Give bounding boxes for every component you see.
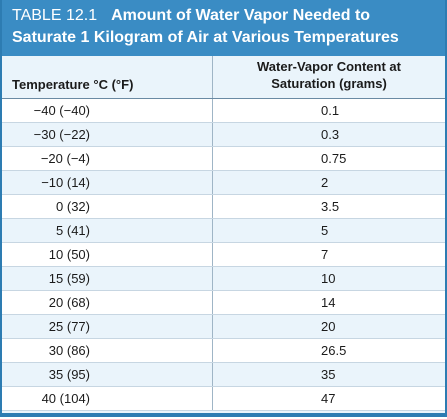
table-row: 10 (50) 7 xyxy=(2,243,445,267)
table-row: −20 (−4) 0.75 xyxy=(2,147,445,171)
content-value: 5 xyxy=(321,223,329,238)
content-value: 2 xyxy=(321,175,329,190)
content-value: 47 xyxy=(321,391,336,406)
temperature-cell: 40 (104) xyxy=(2,387,213,410)
content-value: 26.5 xyxy=(321,343,347,358)
table-row: −30 (−22) 0.3 xyxy=(2,123,445,147)
content-cell: 7 xyxy=(213,243,445,266)
temperature-cell: −20 (−4) xyxy=(2,147,213,170)
content-value: 20 xyxy=(321,319,336,334)
content-value: 0.75 xyxy=(321,151,347,166)
content-value: 10 xyxy=(321,271,336,286)
temperature-cell: 5 (41) xyxy=(2,219,213,242)
table-row: −40 (−40) 0.1 xyxy=(2,99,445,123)
title-line-1: TABLE 12.1 Amount of Water Vapor Needed t… xyxy=(12,5,445,27)
temperature-cell: 30 (86) xyxy=(2,339,213,362)
temperature-value: −30 (−22) xyxy=(33,127,90,142)
temperature-cell: 0 (32) xyxy=(2,195,213,218)
table-body: −40 (−40) 0.1 −30 (−22) 0.3 −20 (−4) 0.75 −10 … xyxy=(2,99,445,411)
temperature-value: 15 (59) xyxy=(48,271,90,286)
column-header-temperature: Temperature °C (°F) xyxy=(2,56,213,98)
table-row: 20 (68) 14 xyxy=(2,291,445,315)
temperature-cell: 25 (77) xyxy=(2,315,213,338)
content-cell: 2 xyxy=(213,171,445,194)
table-row: 0 (32) 3.5 xyxy=(2,195,445,219)
table-row: −10 (14) 2 xyxy=(2,171,445,195)
temperature-value: −40 (−40) xyxy=(33,103,90,118)
table-row: 40 (104) 47 xyxy=(2,387,445,411)
temperature-value: −10 (14) xyxy=(41,175,90,190)
content-cell: 47 xyxy=(213,387,445,410)
content-cell: 20 xyxy=(213,315,445,338)
content-cell: 35 xyxy=(213,363,445,386)
temperature-cell: −30 (−22) xyxy=(2,123,213,146)
column-header-content: Water-Vapor Content at Saturation (grams… xyxy=(213,56,445,98)
temperature-cell: 35 (95) xyxy=(2,363,213,386)
content-cell: 26.5 xyxy=(213,339,445,362)
temperature-cell: −40 (−40) xyxy=(2,99,213,122)
temperature-value: 5 (41) xyxy=(56,223,90,238)
table-title-part-1: Amount of Water Vapor Needed to xyxy=(111,7,371,24)
temperature-cell: 10 (50) xyxy=(2,243,213,266)
temperature-value: 40 (104) xyxy=(41,391,90,406)
content-cell: 0.3 xyxy=(213,123,445,146)
content-value: 0.3 xyxy=(321,127,340,142)
content-cell: 10 xyxy=(213,267,445,290)
temperature-cell: −10 (14) xyxy=(2,171,213,194)
content-value: 7 xyxy=(321,247,329,262)
content-cell: 5 xyxy=(213,219,445,242)
temperature-cell: 15 (59) xyxy=(2,267,213,290)
column-header-content-line-2: Saturation (grams) xyxy=(271,76,387,91)
table-title-part-2: Saturate 1 Kilogram of Air at Various Te… xyxy=(12,29,399,46)
column-header-content-line-1: Water-Vapor Content at xyxy=(257,59,401,74)
table-row: 5 (41) 5 xyxy=(2,219,445,243)
content-cell: 0.75 xyxy=(213,147,445,170)
temperature-value: 25 (77) xyxy=(48,319,90,334)
content-cell: 0.1 xyxy=(213,99,445,122)
table-row: 15 (59) 10 xyxy=(2,267,445,291)
column-headers: Temperature °C (°F) Water-Vapor Content … xyxy=(2,56,445,99)
content-value: 14 xyxy=(321,295,336,310)
temperature-cell: 20 (68) xyxy=(2,291,213,314)
content-cell: 14 xyxy=(213,291,445,314)
table-row: 30 (86) 26.5 xyxy=(2,339,445,363)
table-title-banner: TABLE 12.1 Amount of Water Vapor Needed t… xyxy=(2,0,445,56)
temperature-value: 10 (50) xyxy=(48,247,90,262)
table-row: 25 (77) 20 xyxy=(2,315,445,339)
temperature-value: 30 (86) xyxy=(48,343,90,358)
content-value: 3.5 xyxy=(321,199,340,214)
content-value: 0.1 xyxy=(321,103,340,118)
content-cell: 3.5 xyxy=(213,195,445,218)
content-value: 35 xyxy=(321,367,336,382)
temperature-value: 20 (68) xyxy=(48,295,90,310)
table-row: 35 (95) 35 xyxy=(2,363,445,387)
temperature-value: −20 (−4) xyxy=(40,151,90,166)
temperature-value: 0 (32) xyxy=(56,199,90,214)
table-label: TABLE 12.1 xyxy=(12,7,98,24)
temperature-value: 35 (95) xyxy=(48,367,90,382)
